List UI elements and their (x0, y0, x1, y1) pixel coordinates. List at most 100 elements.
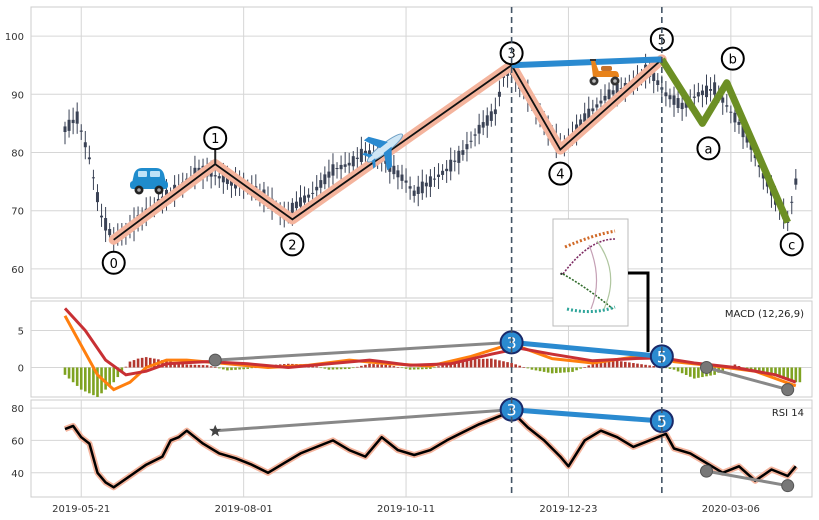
macd-histogram-bar (356, 366, 359, 368)
macd-histogram-bar (607, 360, 611, 368)
macd-histogram-bar (148, 357, 152, 368)
macd-histogram-bar (766, 367, 769, 375)
macd-histogram-bar (477, 359, 481, 368)
macd-histogram-bar (388, 365, 392, 368)
macd-histogram-bar (554, 367, 558, 374)
candle-body (583, 113, 587, 122)
rsi-line (64, 410, 797, 489)
macd-histogram-bar (116, 367, 120, 378)
macd-pivot-dot (699, 360, 713, 374)
candle-body (363, 150, 367, 155)
macd-histogram-bar (502, 361, 505, 368)
candle-body (424, 182, 428, 187)
macd-histogram-bar (420, 367, 424, 370)
macd-histogram-bar (453, 361, 457, 368)
macd-histogram-bar (465, 359, 469, 368)
macd-histogram-bar (242, 367, 245, 370)
macd-histogram-bar (209, 366, 213, 368)
scooter-icon (589, 59, 620, 86)
candle-body (745, 135, 749, 143)
candle-body (619, 88, 623, 90)
candle-body (412, 190, 416, 196)
candle-body (733, 112, 737, 123)
macd-histogram-bar (778, 367, 781, 378)
macd-histogram-bar (132, 360, 136, 368)
macd-histogram-bar (774, 367, 777, 377)
y-tick-label: 60 (11, 265, 24, 276)
macd-histogram-bar (368, 363, 371, 368)
macd-histogram-bar (591, 363, 595, 368)
macd-histogram-bar (445, 363, 448, 368)
wave-marker (280, 232, 305, 257)
macd-histogram-bar (412, 367, 416, 370)
y-tick-label: 90 (11, 90, 24, 101)
macd-histogram-bar (684, 367, 688, 375)
candle-body (315, 186, 319, 191)
candle-body (408, 186, 412, 189)
macd-histogram-bar (364, 364, 367, 368)
macd-histogram-bar (75, 367, 79, 386)
wave-label-3: 3 (507, 47, 515, 62)
inset-thumbnail: • (552, 218, 629, 327)
x-tick-label: 2019-08-01 (215, 504, 273, 515)
macd-histogram-bar (636, 363, 639, 368)
macd-histogram-bar (319, 367, 323, 369)
candle-body (449, 159, 453, 172)
candle-body (400, 174, 404, 181)
macd-histogram-bar (63, 367, 67, 375)
macd-panel-label: MACD (12,26,9) (725, 309, 804, 320)
macd-histogram-bar (79, 367, 83, 390)
macd-histogram-bar (339, 367, 343, 370)
macd-histogram-bar (567, 367, 570, 373)
macd-histogram-bar (514, 364, 517, 368)
candle-body (83, 142, 87, 148)
y-tick-label: 5 (18, 327, 24, 338)
macd-histogram-bar (648, 365, 651, 368)
macd-histogram-bar (615, 360, 619, 368)
rsi-pivot-dot (781, 479, 795, 493)
macd-histogram-bar (530, 367, 534, 370)
rsi-panel-label: RSI 14 (772, 408, 804, 419)
macd-histogram-bar (230, 367, 233, 371)
macd-histogram-bar (619, 361, 623, 368)
macd-histogram-bar (534, 367, 538, 371)
macd-histogram-bar (104, 367, 107, 390)
macd-histogram-bar (92, 367, 95, 396)
candle-body (477, 124, 481, 134)
y-tick-label: 70 (11, 207, 24, 218)
macd-histogram-bar (485, 358, 489, 368)
macd-histogram-bar (441, 364, 444, 368)
macd-histogram-bar (213, 367, 217, 368)
candle-body (680, 102, 684, 110)
candle-body (656, 80, 660, 85)
macd-histogram-bar (433, 367, 436, 369)
rsi-trend-line (215, 408, 512, 433)
macd-histogram-bar (571, 367, 574, 372)
macd-histogram-bar (222, 367, 225, 370)
macd-histogram-bar (396, 367, 400, 368)
macd-histogram-bar (546, 367, 550, 373)
candle-body (225, 176, 229, 184)
candle-body (63, 126, 67, 133)
macd-histogram-bar (559, 367, 562, 373)
macd-histogram-bar (351, 367, 355, 369)
macd-histogram-bar (193, 364, 197, 368)
macd-histogram-bar (376, 364, 379, 368)
macd-histogram-bar (425, 367, 428, 370)
wave-marker (720, 46, 745, 71)
macd-trend-line (706, 366, 789, 392)
candle-body (453, 160, 457, 162)
candle-body (473, 134, 477, 136)
macd-histogram-bar (408, 367, 412, 370)
candle-body (721, 97, 725, 103)
macd-pivot-dot (208, 353, 222, 367)
candle-body (290, 202, 294, 215)
candle-body (339, 164, 343, 170)
rsi-pivot-star (209, 424, 222, 437)
impulse-wave-line (113, 58, 663, 241)
wave-marker (548, 161, 573, 186)
candle-body (396, 170, 400, 178)
y-tick-label: 80 (11, 404, 24, 415)
candle-body (595, 104, 599, 108)
